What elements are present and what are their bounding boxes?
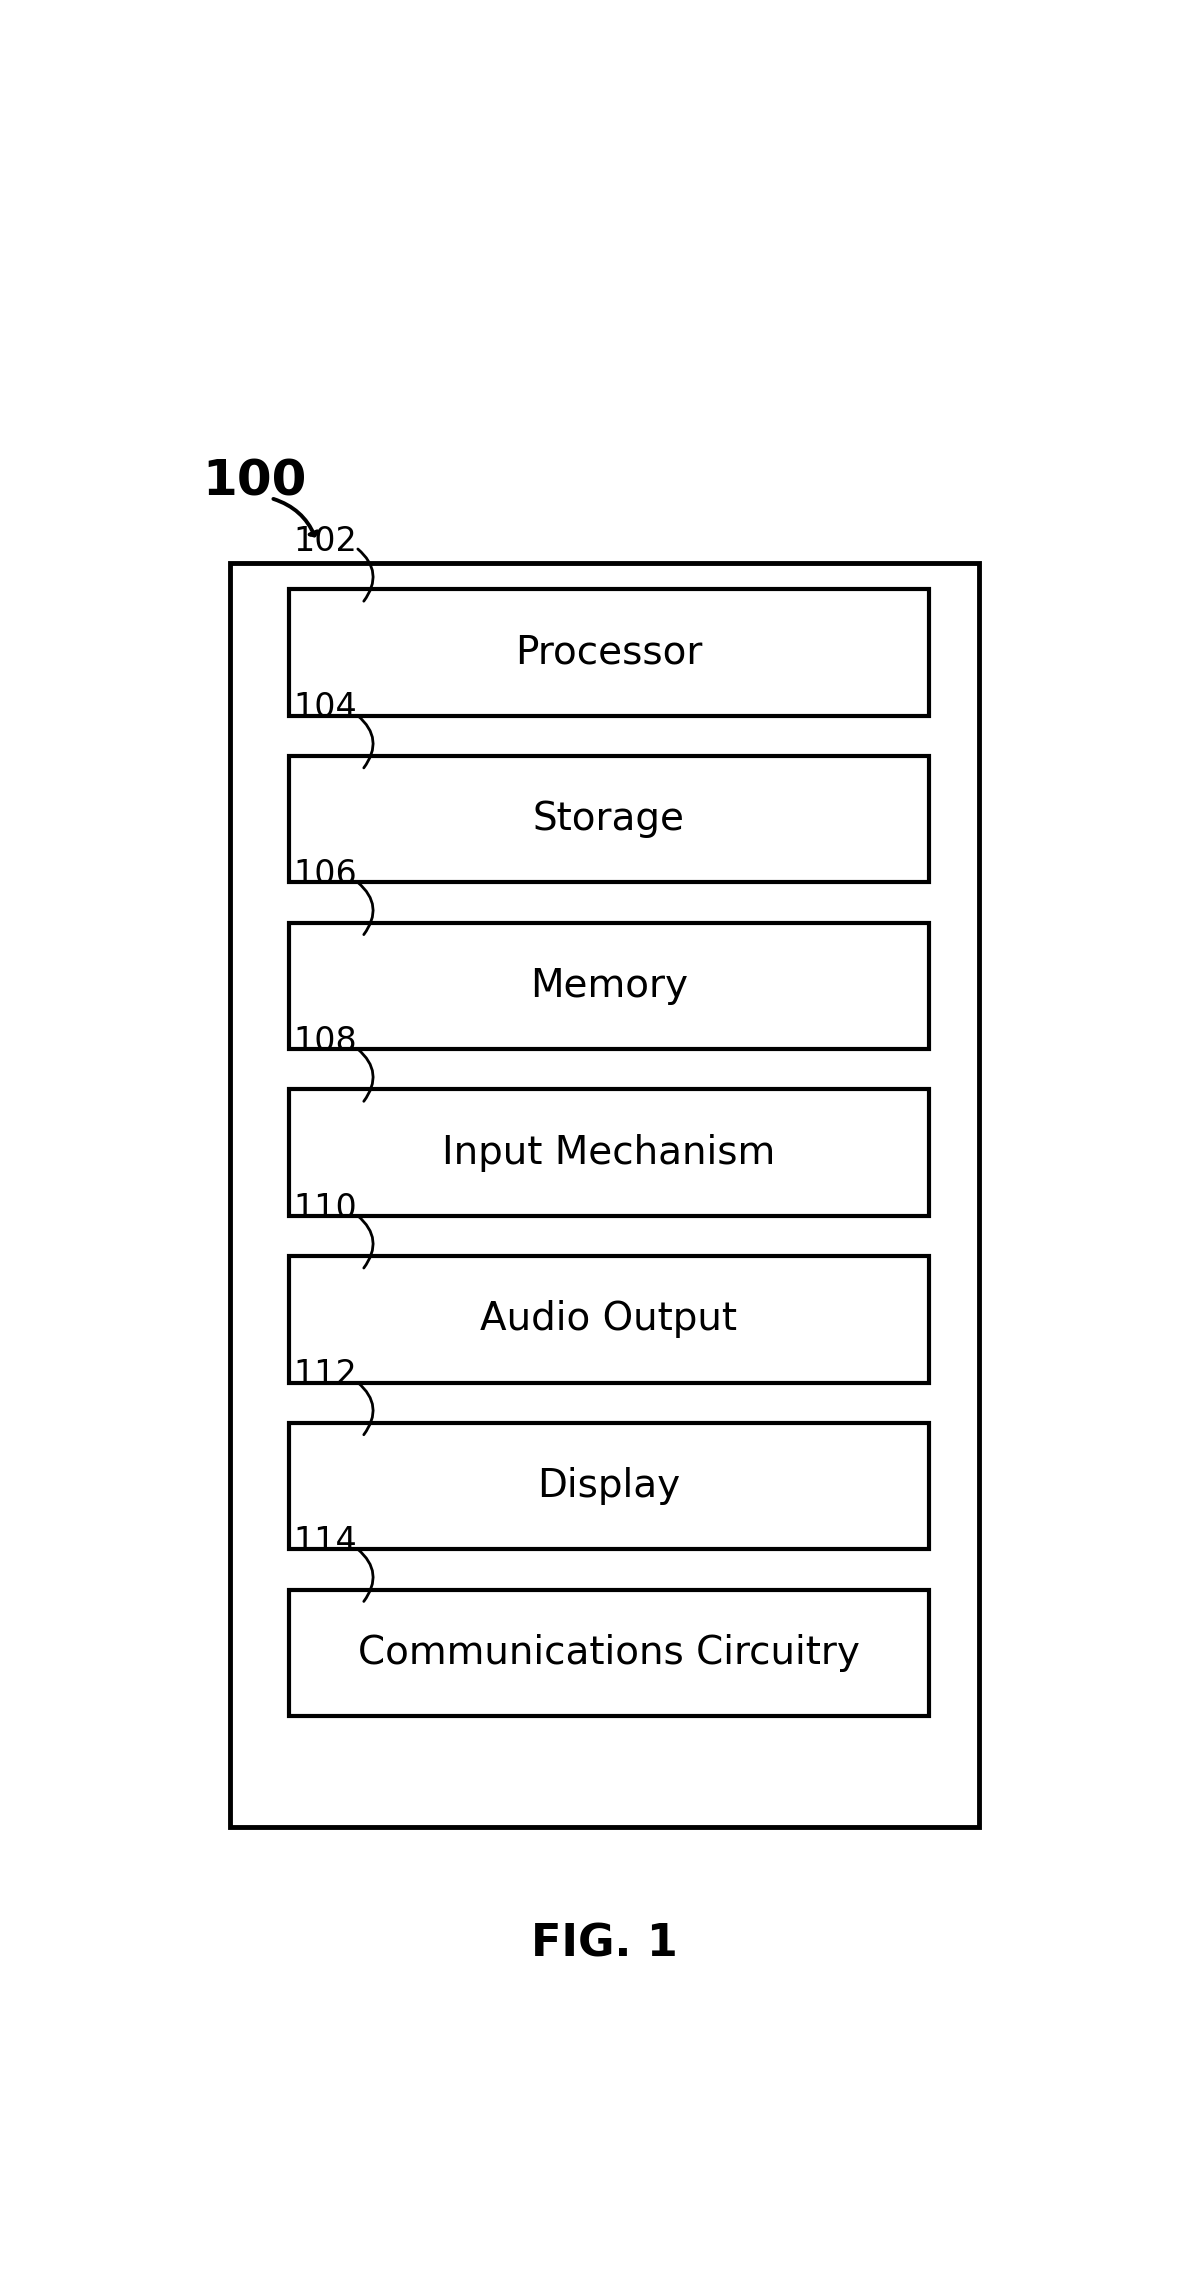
Text: Audio Output: Audio Output xyxy=(480,1301,737,1338)
Text: 100: 100 xyxy=(203,458,307,506)
Bar xyxy=(289,1089,929,1215)
Bar xyxy=(289,923,929,1048)
Text: Display: Display xyxy=(538,1468,680,1504)
Text: 110: 110 xyxy=(294,1192,357,1224)
Text: Communications Circuitry: Communications Circuitry xyxy=(358,1634,859,1673)
Text: 108: 108 xyxy=(294,1026,357,1057)
Text: Processor: Processor xyxy=(515,634,703,672)
Text: Input Mechanism: Input Mechanism xyxy=(442,1133,776,1171)
Text: Storage: Storage xyxy=(533,800,685,839)
Text: FIG. 1: FIG. 1 xyxy=(531,1923,678,1964)
Bar xyxy=(289,757,929,882)
Text: 102: 102 xyxy=(294,524,357,558)
Bar xyxy=(289,590,929,716)
Text: 112: 112 xyxy=(294,1358,357,1390)
Bar xyxy=(289,1256,929,1383)
Bar xyxy=(289,1422,929,1550)
Bar xyxy=(230,563,979,1825)
Text: 114: 114 xyxy=(294,1525,357,1559)
Text: Memory: Memory xyxy=(529,966,687,1005)
Bar xyxy=(289,1591,929,1716)
Text: 104: 104 xyxy=(294,691,357,725)
Text: 106: 106 xyxy=(294,859,357,891)
